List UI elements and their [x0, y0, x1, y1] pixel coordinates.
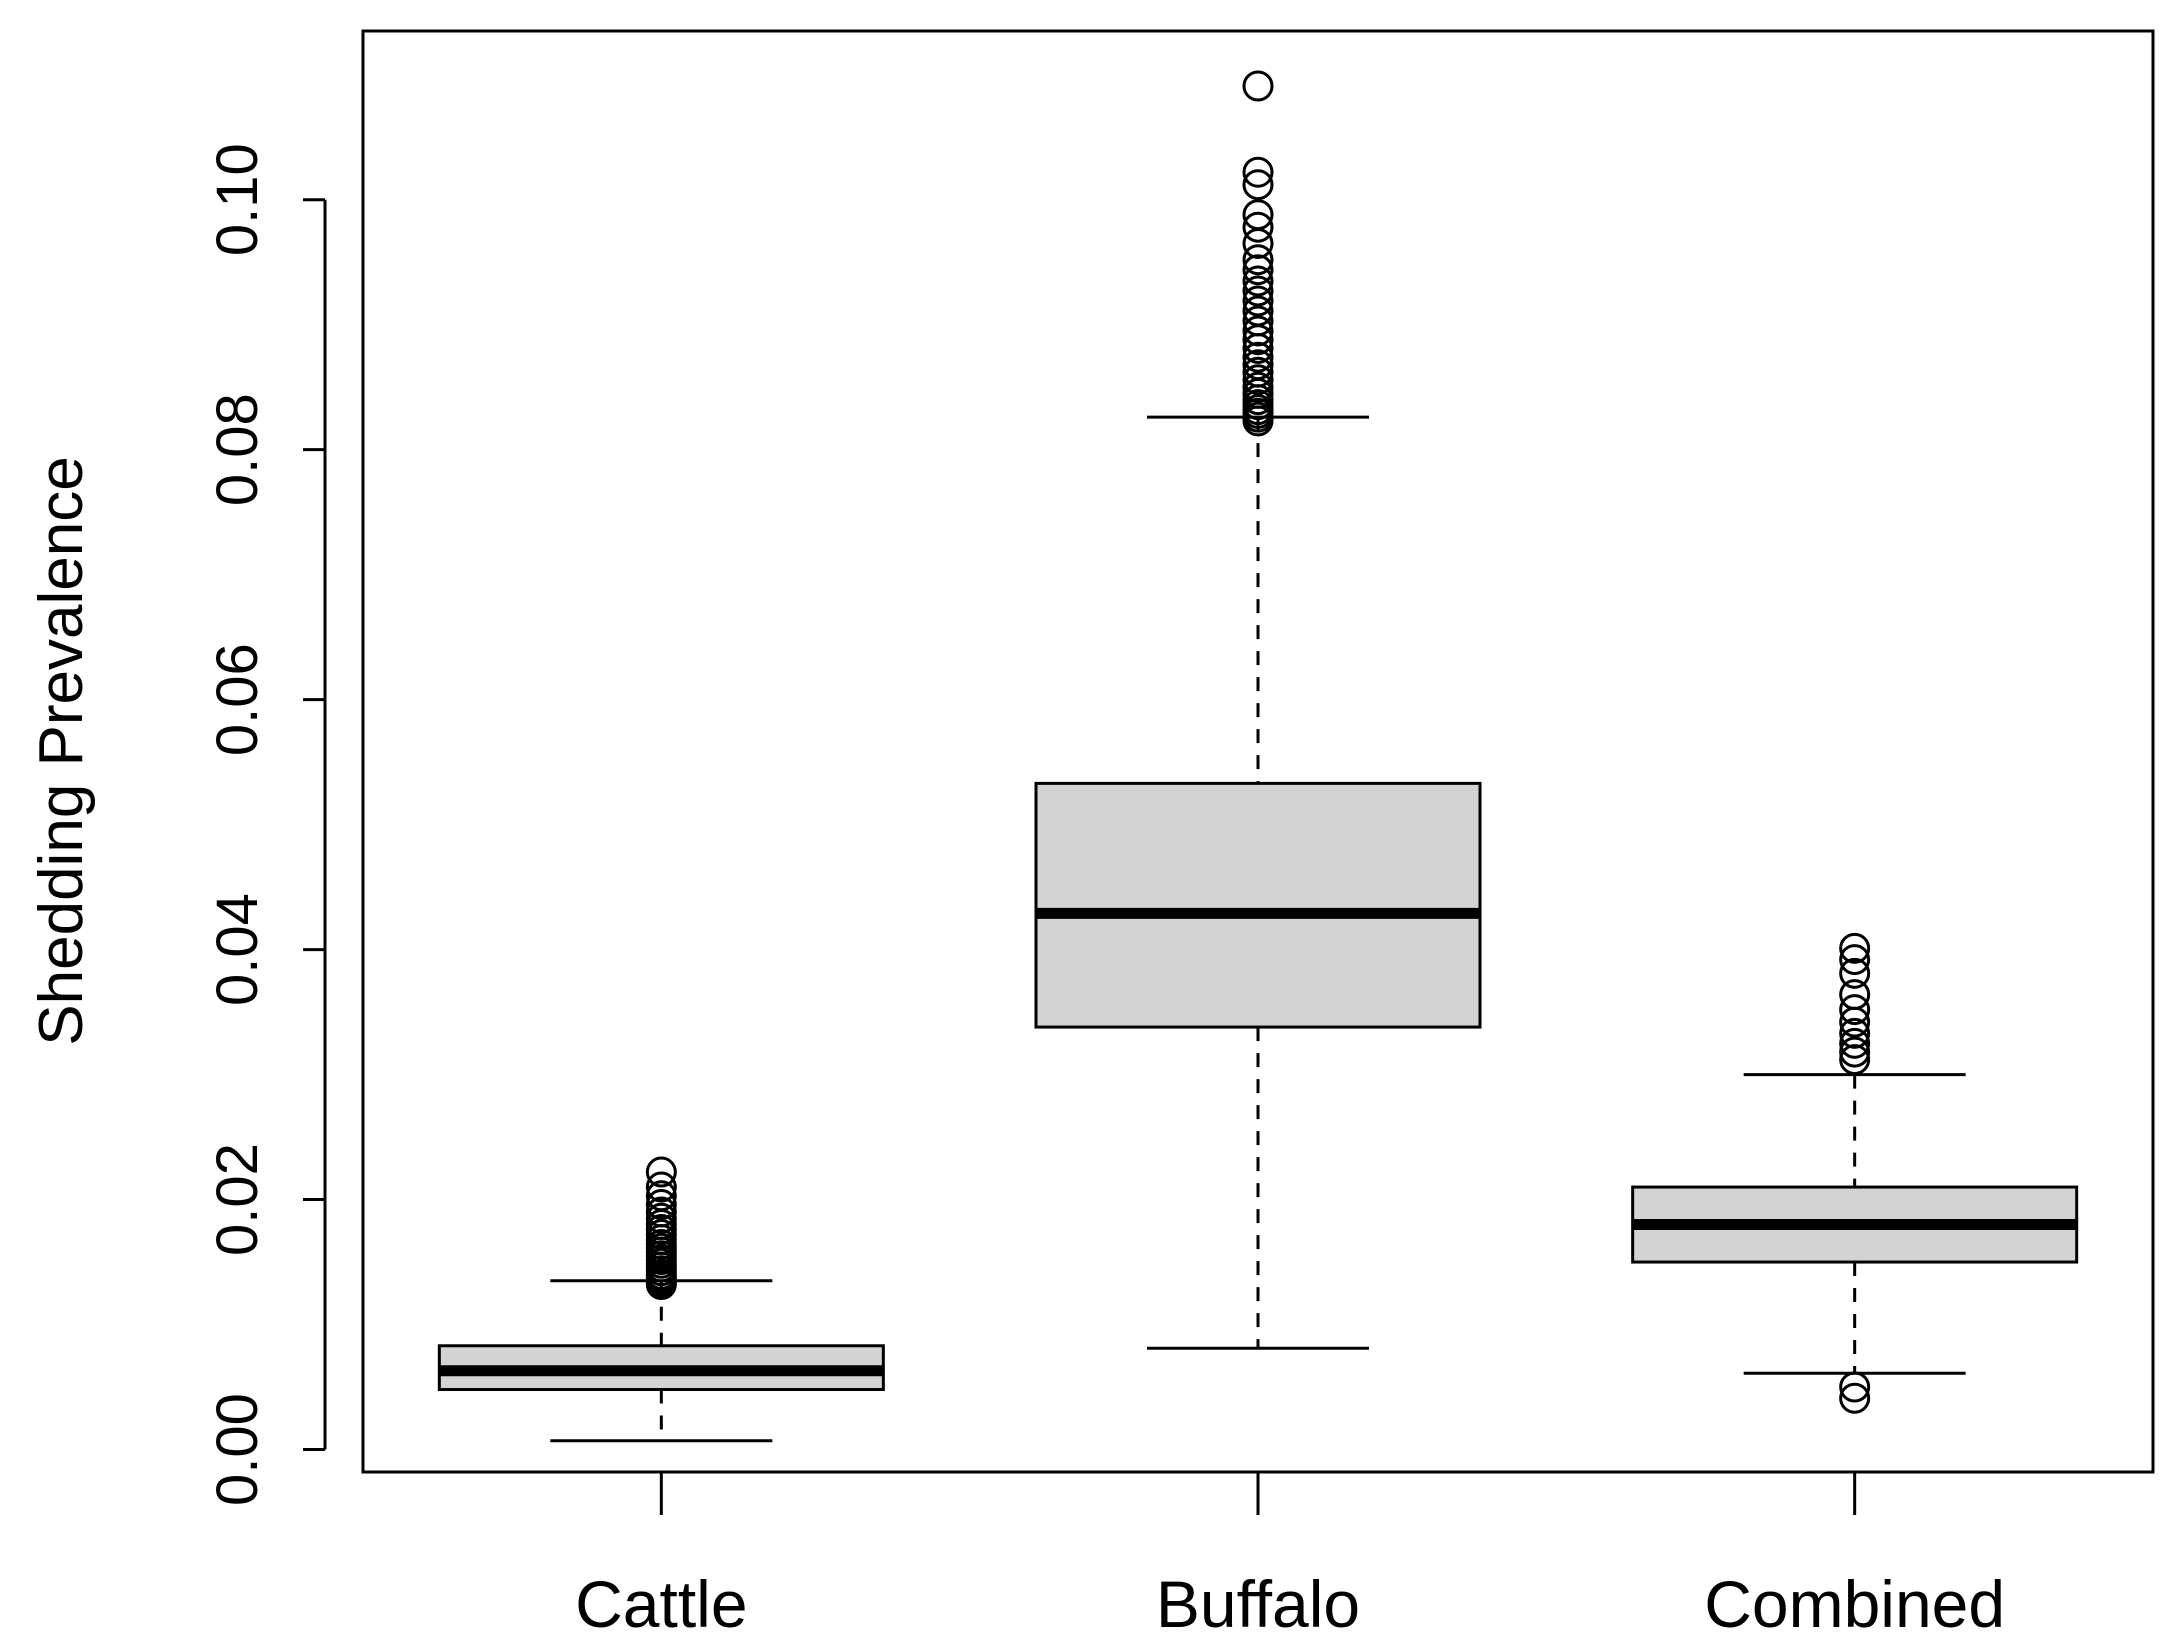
- outlier-point: [1242, 254, 1274, 286]
- outlier-point: [1242, 295, 1274, 327]
- outlier-point: [1242, 305, 1274, 337]
- y-tick-label: 0.00: [205, 1393, 270, 1506]
- y-axis-label: Shedding Prevalence: [27, 456, 96, 1045]
- box-buffalo: [1034, 70, 1482, 1350]
- outlier-point: [1242, 285, 1274, 317]
- outlier-point: [1242, 315, 1274, 347]
- outlier-point: [1839, 1017, 1871, 1049]
- x-tick-label: Buffalo: [1156, 1567, 1360, 1641]
- x-axis: Cattle Buffalo Combined: [575, 1472, 2005, 1641]
- y-tick-label: 0.08: [205, 393, 270, 506]
- outlier-point: [1242, 371, 1274, 403]
- outlier-point: [1839, 1371, 1871, 1403]
- outlier-point: [645, 1156, 677, 1188]
- interquartile-box: [1034, 781, 1482, 1029]
- x-tick-label: Cattle: [575, 1567, 747, 1641]
- outlier-point: [1242, 275, 1274, 307]
- outlier-point: [1242, 156, 1274, 188]
- outlier-point: [1242, 265, 1274, 297]
- y-tick-label: 0.04: [205, 893, 270, 1006]
- outlier-point: [1242, 364, 1274, 396]
- outlier-point: [645, 1189, 677, 1221]
- outlier-point: [1242, 211, 1274, 243]
- outlier-point: [645, 1180, 677, 1212]
- y-tick-label: 0.06: [205, 643, 270, 756]
- x-tick-label: Combined: [1704, 1567, 2005, 1641]
- box-combined: [1631, 932, 2079, 1414]
- outlier-point: [1839, 1027, 1871, 1059]
- y-tick-label: 0.02: [205, 1143, 270, 1256]
- outlier-point: [1242, 349, 1274, 381]
- outlier-point: [1242, 169, 1274, 201]
- outlier-point: [1839, 1044, 1871, 1076]
- outlier-point: [645, 1196, 677, 1228]
- outlier-point: [1242, 70, 1274, 102]
- outlier-point: [1242, 356, 1274, 388]
- outlier-point: [1242, 199, 1274, 231]
- y-tick-label: 0.10: [205, 143, 270, 256]
- outlier-point: [1839, 957, 1871, 989]
- boxes-layer: [437, 70, 2079, 1443]
- outlier-point: [1242, 341, 1274, 373]
- outlier-point: [1839, 944, 1871, 976]
- box-cattle: [437, 1156, 885, 1443]
- outlier-point: [1242, 227, 1274, 259]
- outlier-point: [645, 1171, 677, 1203]
- outlier-point: [1242, 244, 1274, 276]
- outlier-point: [1839, 994, 1871, 1026]
- y-axis: 0.00 0.02 0.04 0.06 0.08 0.10: [205, 143, 327, 1506]
- outlier-point: [1839, 932, 1871, 964]
- outlier-point: [1839, 1036, 1871, 1068]
- outlier-point: [1839, 979, 1871, 1011]
- outlier-point: [1839, 1382, 1871, 1414]
